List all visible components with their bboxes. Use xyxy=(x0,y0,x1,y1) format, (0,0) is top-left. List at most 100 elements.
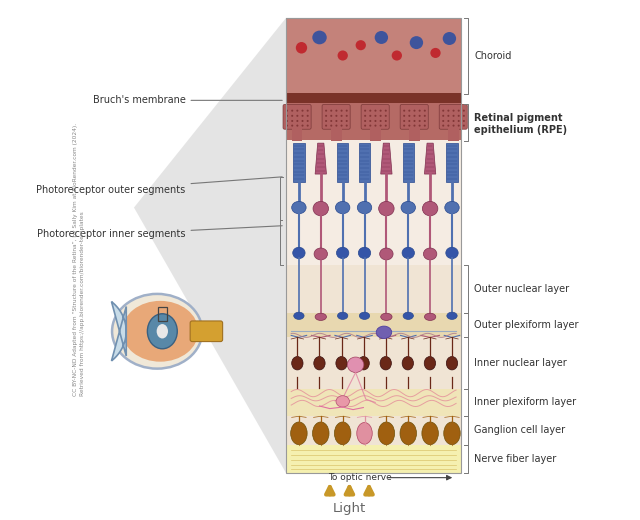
Ellipse shape xyxy=(296,120,298,122)
Ellipse shape xyxy=(400,422,417,445)
Bar xyxy=(403,143,414,182)
Ellipse shape xyxy=(336,396,349,407)
Ellipse shape xyxy=(325,125,327,127)
Bar xyxy=(286,103,461,140)
Ellipse shape xyxy=(447,125,449,127)
Ellipse shape xyxy=(463,125,465,127)
Ellipse shape xyxy=(330,120,332,122)
Ellipse shape xyxy=(419,115,420,117)
Ellipse shape xyxy=(369,110,371,112)
Bar xyxy=(359,143,370,182)
Ellipse shape xyxy=(380,125,381,127)
Ellipse shape xyxy=(340,120,342,122)
Ellipse shape xyxy=(330,125,332,127)
Ellipse shape xyxy=(286,125,288,127)
Ellipse shape xyxy=(291,115,293,117)
Bar xyxy=(286,445,461,473)
Ellipse shape xyxy=(346,125,348,127)
Ellipse shape xyxy=(356,40,366,50)
Bar xyxy=(337,143,348,182)
Ellipse shape xyxy=(325,115,327,117)
Bar xyxy=(446,143,458,182)
Ellipse shape xyxy=(157,324,168,339)
Bar xyxy=(448,128,459,140)
Ellipse shape xyxy=(442,125,444,127)
Ellipse shape xyxy=(340,110,342,112)
Ellipse shape xyxy=(380,357,392,370)
Text: Nerve fiber layer: Nerve fiber layer xyxy=(474,454,556,464)
Ellipse shape xyxy=(335,115,337,117)
Ellipse shape xyxy=(296,42,307,54)
Ellipse shape xyxy=(369,115,371,117)
Ellipse shape xyxy=(360,312,370,319)
Ellipse shape xyxy=(413,115,415,117)
Ellipse shape xyxy=(301,120,303,122)
Ellipse shape xyxy=(430,48,441,58)
Ellipse shape xyxy=(356,422,372,444)
FancyBboxPatch shape xyxy=(322,105,350,129)
Ellipse shape xyxy=(312,422,329,445)
Ellipse shape xyxy=(408,115,410,117)
Bar xyxy=(293,143,305,182)
Ellipse shape xyxy=(380,120,381,122)
Ellipse shape xyxy=(296,110,298,112)
Ellipse shape xyxy=(452,115,454,117)
Ellipse shape xyxy=(419,125,420,127)
Bar xyxy=(331,128,342,140)
Ellipse shape xyxy=(380,110,381,112)
Ellipse shape xyxy=(403,115,405,117)
Ellipse shape xyxy=(385,125,387,127)
Text: Inner nuclear layer: Inner nuclear layer xyxy=(474,358,567,368)
Text: Outer nuclear layer: Outer nuclear layer xyxy=(474,284,569,294)
Ellipse shape xyxy=(422,201,438,216)
FancyBboxPatch shape xyxy=(283,105,311,129)
Ellipse shape xyxy=(463,120,465,122)
Ellipse shape xyxy=(112,294,202,369)
Ellipse shape xyxy=(335,201,350,214)
Ellipse shape xyxy=(307,120,308,122)
Ellipse shape xyxy=(147,314,177,349)
Ellipse shape xyxy=(385,120,387,122)
Ellipse shape xyxy=(374,31,388,44)
Ellipse shape xyxy=(385,115,387,117)
Ellipse shape xyxy=(410,36,423,49)
Ellipse shape xyxy=(364,110,366,112)
Ellipse shape xyxy=(315,313,326,320)
Ellipse shape xyxy=(325,110,327,112)
Ellipse shape xyxy=(447,120,449,122)
Ellipse shape xyxy=(378,422,395,445)
Ellipse shape xyxy=(291,120,293,122)
Ellipse shape xyxy=(292,247,305,258)
FancyBboxPatch shape xyxy=(439,105,467,129)
Ellipse shape xyxy=(376,326,392,339)
Ellipse shape xyxy=(307,110,308,112)
FancyBboxPatch shape xyxy=(190,321,223,342)
Ellipse shape xyxy=(408,110,410,112)
Ellipse shape xyxy=(286,110,288,112)
Ellipse shape xyxy=(402,357,413,370)
Bar xyxy=(409,128,420,140)
Ellipse shape xyxy=(403,312,413,319)
FancyBboxPatch shape xyxy=(361,105,389,129)
Ellipse shape xyxy=(447,312,457,319)
Bar xyxy=(286,265,461,313)
Ellipse shape xyxy=(335,125,337,127)
Ellipse shape xyxy=(447,110,449,112)
Ellipse shape xyxy=(358,357,369,370)
Ellipse shape xyxy=(452,125,454,127)
Ellipse shape xyxy=(122,301,198,362)
Bar xyxy=(286,139,461,265)
Ellipse shape xyxy=(337,247,349,258)
Ellipse shape xyxy=(446,247,458,258)
Ellipse shape xyxy=(314,248,328,260)
Ellipse shape xyxy=(413,120,415,122)
Text: Light: Light xyxy=(333,502,366,515)
Ellipse shape xyxy=(458,120,460,122)
Ellipse shape xyxy=(408,120,410,122)
Ellipse shape xyxy=(340,115,342,117)
Ellipse shape xyxy=(307,115,308,117)
Ellipse shape xyxy=(358,247,371,258)
Polygon shape xyxy=(111,302,126,361)
Ellipse shape xyxy=(403,120,405,122)
Ellipse shape xyxy=(335,110,337,112)
